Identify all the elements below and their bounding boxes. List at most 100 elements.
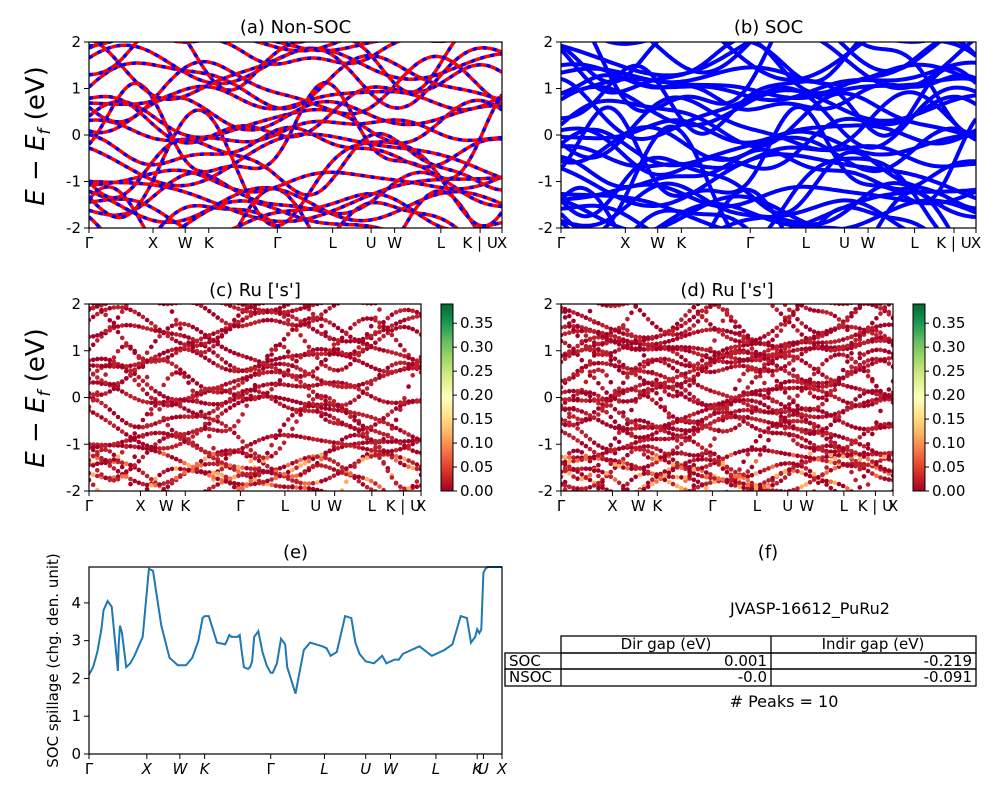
band-point bbox=[587, 466, 593, 472]
band-point bbox=[261, 383, 266, 388]
band-point bbox=[190, 414, 196, 420]
band-point bbox=[232, 323, 237, 329]
band-point bbox=[571, 435, 576, 441]
band-point bbox=[766, 426, 771, 431]
band-line-nonsoc-dash bbox=[89, 63, 502, 145]
band-point bbox=[712, 451, 717, 457]
band-point bbox=[323, 380, 328, 385]
band-point bbox=[227, 322, 233, 328]
band-point bbox=[816, 446, 821, 452]
band-point bbox=[344, 384, 349, 390]
band-point bbox=[161, 451, 166, 457]
band-point bbox=[360, 440, 366, 446]
band-point bbox=[327, 413, 333, 419]
band-point bbox=[662, 477, 668, 483]
y-tick-label: -2 bbox=[66, 482, 81, 500]
band-point bbox=[281, 344, 287, 350]
band-point bbox=[302, 470, 308, 475]
band-point bbox=[836, 448, 842, 454]
band-point bbox=[836, 444, 842, 449]
band-point bbox=[331, 402, 337, 408]
band-point bbox=[315, 460, 320, 466]
band-point bbox=[186, 467, 191, 473]
band-point bbox=[704, 485, 709, 491]
band-point bbox=[182, 296, 187, 301]
y-tick-label: 2 bbox=[543, 33, 553, 51]
band-point bbox=[232, 474, 237, 480]
band-point bbox=[604, 324, 609, 330]
band-point bbox=[791, 408, 796, 414]
band-point bbox=[670, 432, 676, 437]
band-point bbox=[269, 364, 274, 370]
band-point bbox=[315, 487, 320, 491]
band-point bbox=[352, 299, 357, 304]
band-point bbox=[256, 458, 262, 464]
band-point bbox=[348, 414, 353, 420]
band-point bbox=[616, 423, 622, 429]
band-point bbox=[704, 448, 709, 453]
band-point bbox=[778, 478, 784, 484]
band-point bbox=[799, 484, 804, 490]
band-point bbox=[733, 344, 738, 350]
band-point bbox=[616, 480, 622, 486]
band-point bbox=[666, 414, 672, 420]
band-point bbox=[629, 445, 634, 450]
band-point bbox=[778, 407, 784, 413]
band-point bbox=[198, 447, 204, 453]
band-point bbox=[878, 330, 883, 336]
x-tick-label: Γ bbox=[557, 234, 566, 252]
band-point bbox=[215, 476, 220, 482]
band-point bbox=[662, 428, 668, 434]
band-point bbox=[658, 327, 663, 333]
band-point bbox=[95, 444, 100, 450]
band-point bbox=[385, 400, 391, 405]
band-point bbox=[666, 474, 672, 479]
band-point bbox=[190, 410, 196, 416]
band-point bbox=[559, 293, 564, 298]
band-point bbox=[650, 471, 655, 477]
band-point bbox=[248, 397, 254, 402]
band-point bbox=[144, 358, 150, 364]
band-point bbox=[583, 333, 589, 338]
band-point bbox=[165, 484, 171, 490]
table-col-dir-gap: Dir gap (eV) bbox=[621, 635, 712, 653]
band-point bbox=[807, 363, 813, 369]
band-point bbox=[816, 457, 821, 462]
band-point bbox=[845, 444, 850, 450]
band-point bbox=[348, 299, 353, 304]
band-point bbox=[348, 400, 353, 405]
band-point bbox=[629, 386, 634, 392]
band-point bbox=[285, 321, 291, 327]
band-point bbox=[683, 462, 688, 468]
band-point bbox=[845, 400, 850, 406]
band-point bbox=[381, 369, 386, 374]
band-point bbox=[115, 454, 121, 459]
band-point bbox=[579, 486, 585, 491]
band-point bbox=[604, 304, 609, 308]
band-point bbox=[290, 412, 295, 418]
band-point bbox=[248, 466, 254, 472]
colorbar-tick-label: 0.35 bbox=[460, 314, 493, 332]
band-point bbox=[695, 398, 701, 403]
band-point bbox=[654, 346, 659, 352]
band-point bbox=[674, 326, 680, 331]
band-point bbox=[654, 357, 659, 363]
band-point bbox=[315, 355, 320, 361]
band-point bbox=[373, 453, 378, 458]
band-point bbox=[654, 479, 659, 484]
band-point bbox=[195, 297, 200, 302]
band-point bbox=[90, 357, 96, 363]
band-point bbox=[294, 383, 299, 389]
band-point bbox=[724, 398, 730, 404]
band-point bbox=[778, 417, 784, 423]
band-point bbox=[277, 401, 283, 407]
band-point bbox=[720, 307, 726, 312]
band-point bbox=[584, 294, 589, 299]
band-point bbox=[699, 384, 705, 390]
band-point bbox=[674, 460, 680, 466]
band-point bbox=[344, 298, 349, 303]
band-point bbox=[244, 495, 249, 500]
band-point bbox=[368, 394, 374, 399]
band-point bbox=[377, 430, 382, 436]
